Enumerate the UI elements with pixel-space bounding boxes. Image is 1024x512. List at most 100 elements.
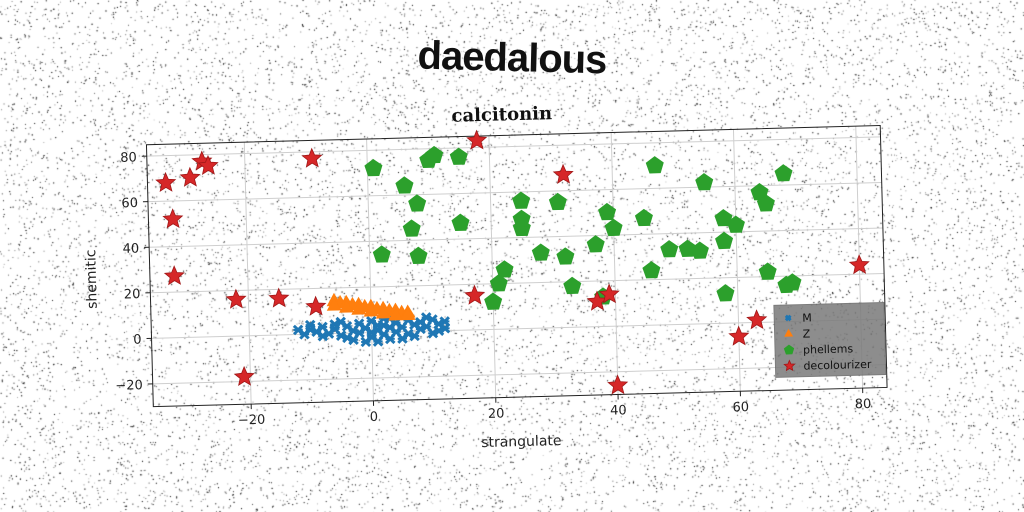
y-tick-label: 0 — [133, 333, 142, 348]
legend-label: M — [802, 311, 812, 324]
data-point — [268, 287, 290, 308]
y-gridline — [146, 136, 881, 157]
data-point — [433, 325, 445, 337]
y-axis-label: shemitic — [83, 249, 101, 309]
legend-marker — [783, 359, 796, 372]
y-tick-label: 60 — [121, 196, 138, 211]
data-point — [848, 254, 870, 275]
chart-title: calcitonin — [451, 103, 552, 127]
data-point — [179, 166, 201, 187]
data-point — [758, 262, 777, 280]
y-tick-label: 80 — [120, 150, 137, 165]
data-point — [484, 292, 503, 310]
data-point — [225, 288, 247, 309]
data-point — [351, 301, 367, 315]
data-point — [449, 147, 468, 165]
data-point — [607, 374, 629, 395]
x-gridline — [732, 129, 741, 392]
data-point — [451, 213, 470, 231]
y-gridline — [152, 364, 887, 385]
data-point — [598, 202, 617, 221]
data-point — [774, 164, 793, 182]
data-point — [372, 245, 391, 263]
x-tick-label: 0 — [370, 410, 379, 425]
data-point — [364, 158, 383, 177]
data-point — [512, 191, 531, 209]
data-point — [512, 209, 531, 228]
data-point — [531, 243, 550, 261]
data-point — [326, 297, 342, 311]
data-point — [660, 240, 679, 258]
data-point — [489, 274, 508, 292]
x-gridline — [366, 138, 374, 401]
data-point — [756, 194, 775, 212]
data-point — [409, 246, 428, 264]
data-point — [163, 265, 185, 286]
y-gridline — [151, 318, 886, 339]
data-point — [400, 306, 416, 321]
data-point — [598, 283, 620, 304]
data-point — [466, 129, 488, 150]
data-point — [402, 219, 421, 237]
data-point — [783, 273, 802, 291]
data-point — [695, 173, 714, 191]
data-point — [425, 145, 444, 164]
x-tick-label: 20 — [488, 406, 505, 421]
series-decolourizer — [155, 129, 870, 395]
data-point — [439, 316, 451, 327]
data-point — [388, 307, 404, 321]
x-tick-label: 40 — [610, 403, 627, 418]
data-point — [464, 284, 486, 305]
series-phellems — [364, 145, 802, 310]
data-point — [329, 319, 341, 330]
data-points — [155, 129, 870, 395]
data-point — [556, 247, 575, 265]
data-point — [604, 218, 623, 237]
x-gridline — [488, 135, 497, 398]
data-point — [642, 261, 661, 279]
data-point — [552, 163, 574, 184]
data-point — [716, 284, 735, 302]
x-tick-label: 80 — [855, 397, 872, 412]
data-point — [690, 241, 709, 259]
data-point — [420, 312, 432, 323]
legend-label: phellems — [803, 342, 854, 356]
data-point — [678, 239, 697, 257]
data-point — [363, 303, 379, 317]
data-point — [408, 194, 427, 212]
legend-box — [773, 301, 887, 378]
data-point — [586, 235, 605, 253]
legend-label: Z — [802, 327, 810, 340]
x-gridline — [610, 132, 619, 395]
data-point — [341, 332, 353, 344]
legend-label: decolourizer — [803, 358, 872, 373]
data-point — [162, 208, 184, 229]
data-point — [634, 208, 653, 227]
legend-marker — [784, 314, 792, 322]
data-point — [317, 330, 329, 342]
y-gridline — [149, 227, 883, 248]
series-m — [292, 312, 451, 348]
data-point — [548, 192, 567, 211]
axis-ticks: −20 0 20 40 60 80 −20 0 20 40 60 80 — [115, 150, 872, 429]
data-point — [726, 215, 745, 233]
series-z — [326, 292, 416, 321]
data-point — [645, 156, 664, 174]
data-point — [233, 365, 255, 387]
data-point — [301, 147, 323, 168]
data-point — [715, 231, 734, 250]
data-point — [372, 336, 384, 347]
data-point — [305, 295, 327, 316]
data-point — [397, 333, 408, 344]
data-point — [360, 336, 372, 348]
data-point — [746, 309, 768, 330]
data-point — [339, 299, 355, 313]
y-tick-label: −20 — [115, 378, 143, 394]
legend-marker — [783, 344, 795, 355]
data-point — [563, 276, 582, 295]
data-point — [305, 324, 316, 335]
x-tick-label: −20 — [238, 413, 266, 429]
